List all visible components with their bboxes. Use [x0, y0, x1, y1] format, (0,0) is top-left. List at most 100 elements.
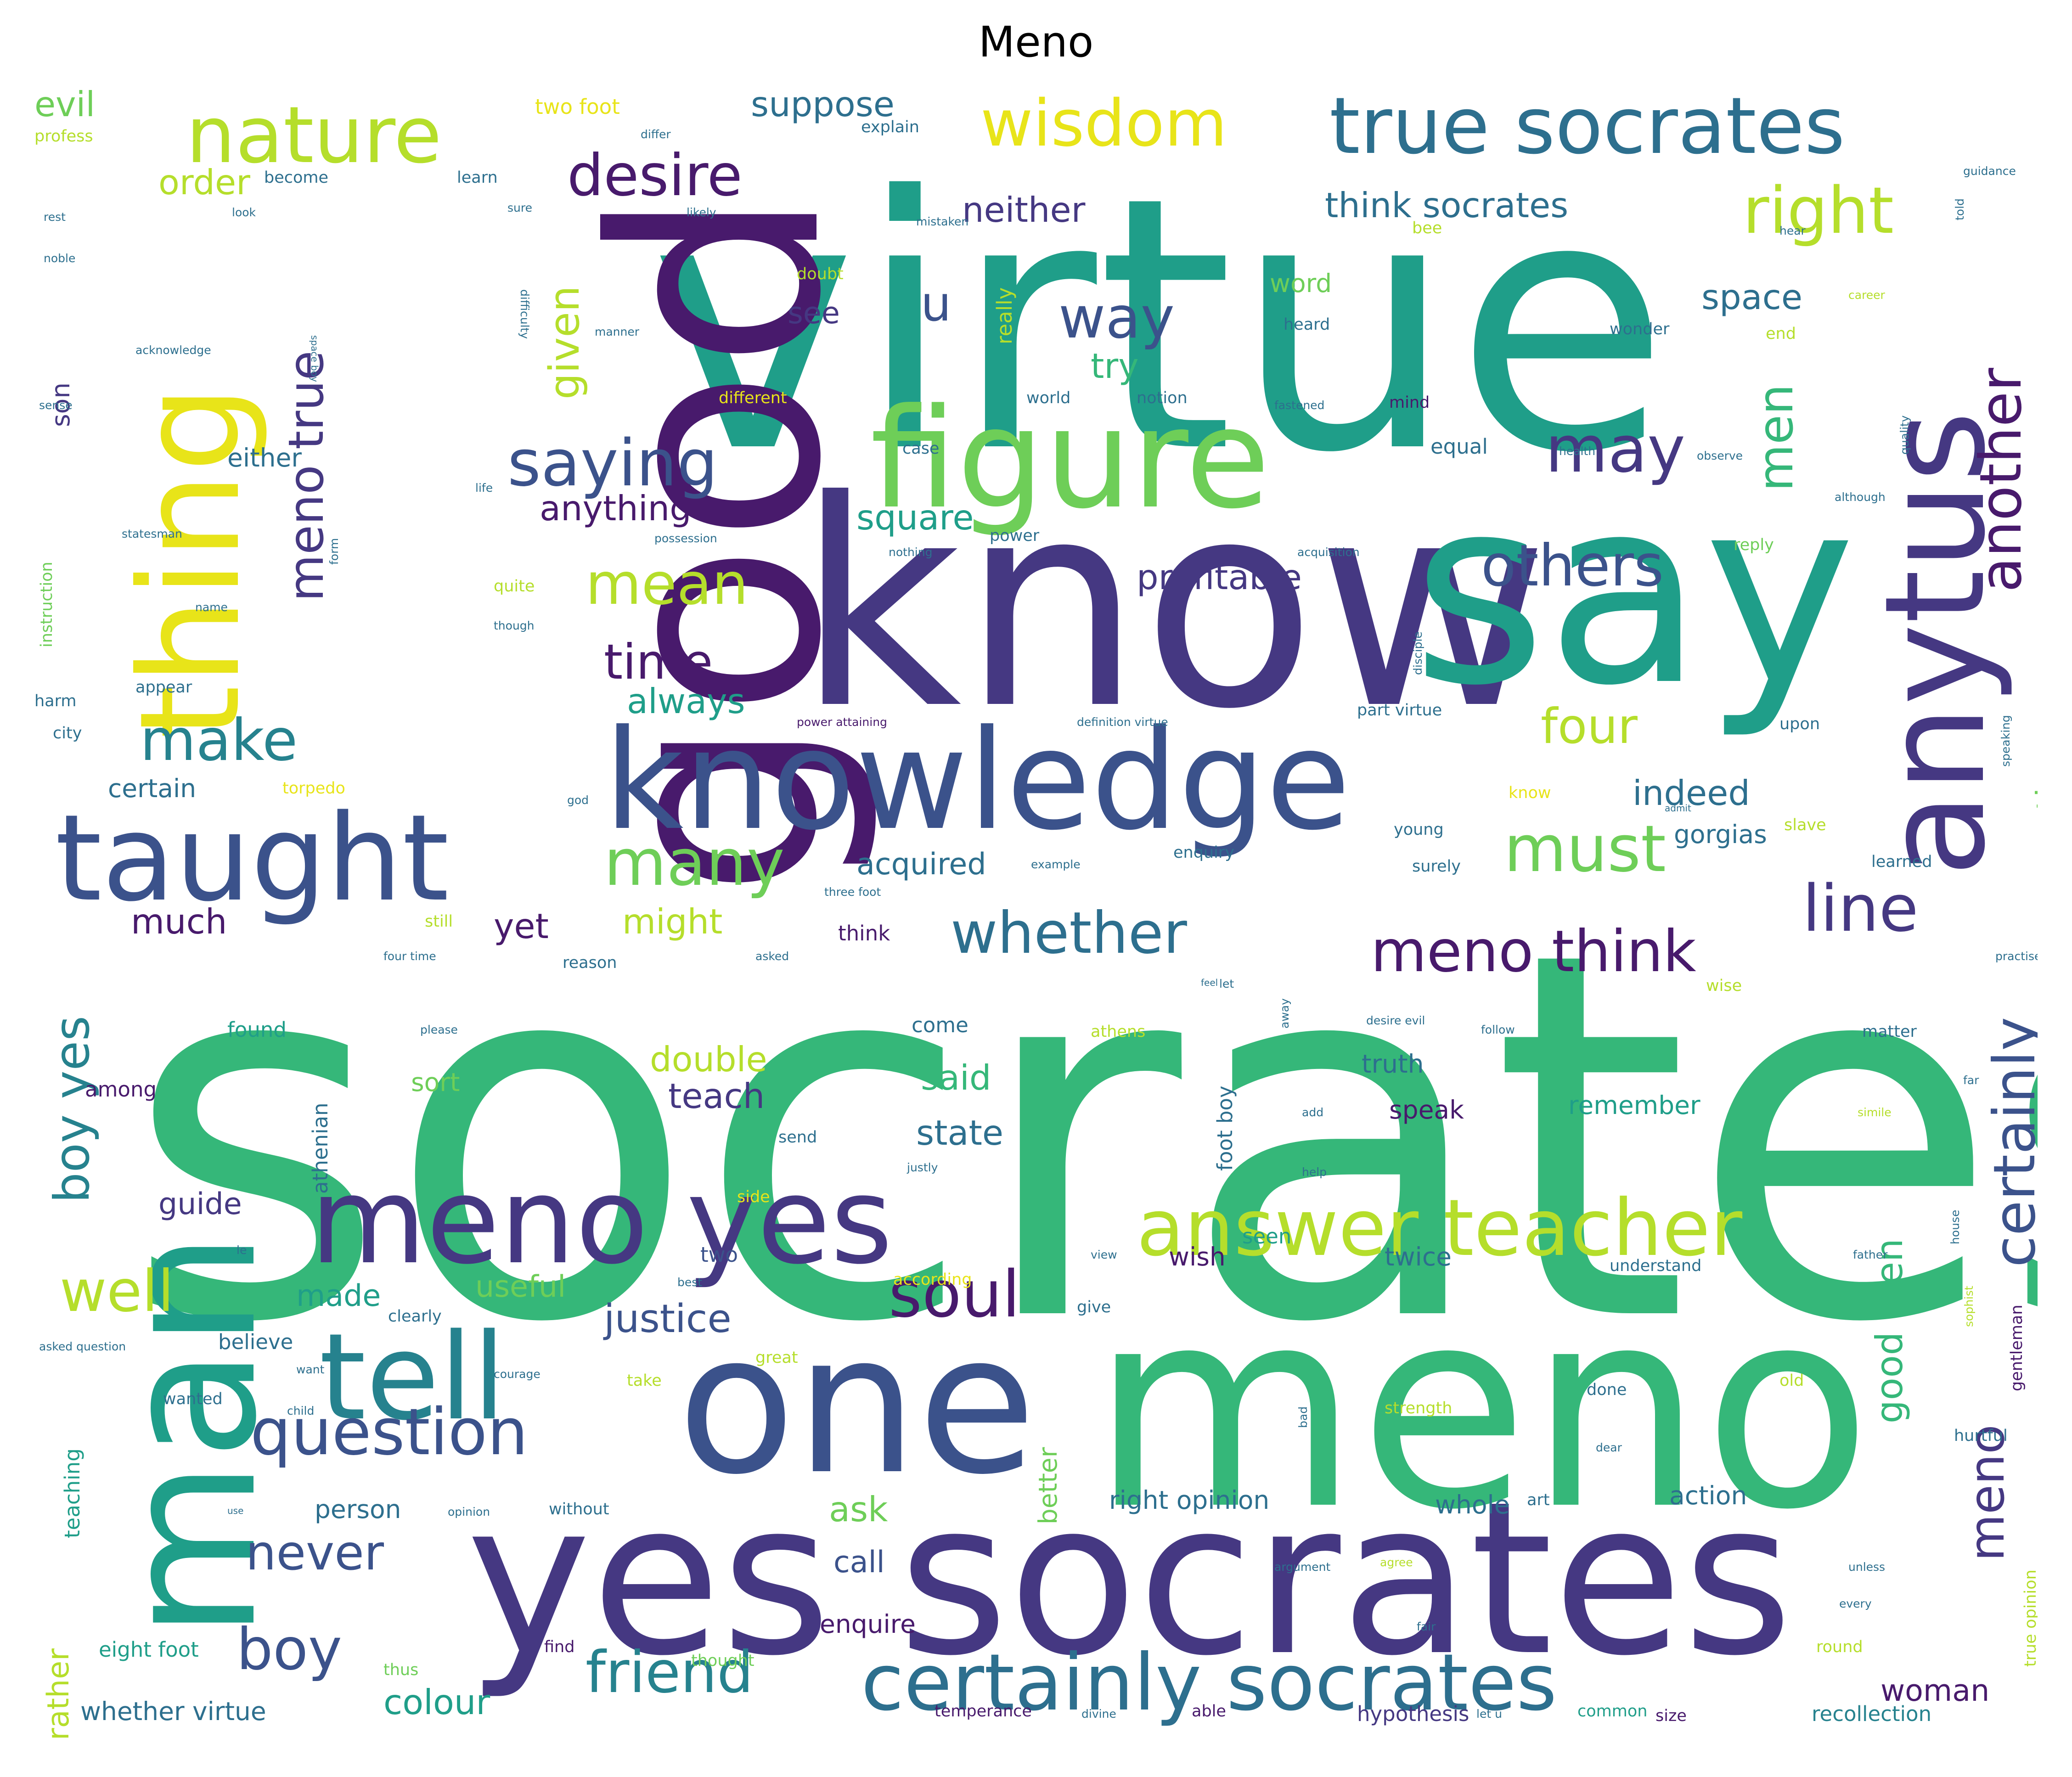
word-boy-yes: boy yes: [44, 1016, 100, 1203]
word-every: every: [1839, 1597, 1872, 1610]
word-look: look: [232, 206, 256, 219]
word-take: take: [627, 1372, 662, 1390]
word-although: although: [1835, 490, 1886, 504]
word-courage: courage: [494, 1367, 541, 1381]
word-enquiry: enquiry: [1173, 844, 1234, 862]
word-yet: yet: [494, 906, 549, 946]
word-wisdom: wisdom: [980, 86, 1227, 161]
word-indeed: indeed: [1633, 773, 1750, 813]
word-mind: mind: [1389, 394, 1430, 412]
word-profitable: profitable: [1137, 557, 1302, 597]
word-asked: asked: [755, 950, 789, 963]
word-sort: sort: [411, 1068, 460, 1097]
word-men: men: [1748, 384, 1804, 491]
word-differ: differ: [641, 128, 671, 141]
word-sense: sense: [39, 399, 73, 412]
word-word: word: [1270, 269, 1332, 298]
word-whether: whether: [951, 900, 1187, 967]
word-meno-true: meno true: [278, 350, 334, 602]
word-without: without: [549, 1500, 609, 1518]
word-remember: remember: [1568, 1091, 1700, 1120]
word-try: try: [1091, 346, 1139, 386]
word-wanted: wanted: [163, 1390, 223, 1408]
word-figure: figure: [870, 379, 1270, 539]
word-order: order: [158, 162, 250, 202]
word-power: power: [990, 527, 1040, 545]
word-child: child: [287, 1404, 315, 1417]
word-sure: sure: [507, 201, 532, 214]
word-help: help: [1302, 1165, 1327, 1179]
word-view: view: [1091, 1248, 1117, 1261]
word-nothing: nothing: [889, 545, 933, 559]
word-learn: learn: [457, 169, 498, 187]
word-state: state: [916, 1113, 1003, 1153]
word-quite: quite: [494, 577, 535, 596]
word-name: name: [195, 601, 228, 614]
word-boy: boy: [236, 1616, 342, 1683]
word-saying: saying: [507, 426, 718, 501]
word-rest: rest: [44, 210, 66, 224]
word-appear: appear: [135, 678, 192, 697]
word-feel: feel: [1201, 977, 1218, 988]
word-mean: mean: [586, 551, 749, 618]
word-sophist: sophist: [1962, 1286, 1976, 1327]
word-true-socrates: true socrates: [1329, 81, 1845, 172]
word-suppose: suppose: [751, 84, 895, 124]
word-virtue: virtue: [650, 123, 1670, 529]
word-profess: profess: [34, 127, 93, 146]
word-meno-think: meno think: [1371, 918, 1696, 985]
word-harm: harm: [34, 692, 77, 710]
word-wonder: wonder: [1610, 320, 1670, 338]
word-thus: thus: [383, 1661, 419, 1679]
word-desire-evil: desire evil: [1366, 1014, 1425, 1027]
word-quality: quality: [1898, 415, 1911, 455]
word-learned: learned: [1871, 853, 1932, 871]
word-follow: follow: [1481, 1023, 1515, 1036]
word-athens: athens: [1091, 1023, 1146, 1041]
word-disciple: disciple: [1411, 631, 1424, 675]
word-never: never: [246, 1525, 384, 1581]
word-believe: believe: [218, 1330, 293, 1354]
page-title: Meno: [978, 17, 1094, 67]
word-two: two: [700, 1243, 738, 1267]
word-desire: desire: [567, 142, 743, 209]
word-life: life: [475, 481, 493, 495]
word-guidance: guidance: [1963, 164, 2016, 178]
word-done: done: [1587, 1381, 1627, 1399]
word-practise: practise: [1995, 950, 2038, 963]
word-right-opinion: right opinion: [1109, 1485, 1270, 1515]
word-say: say: [1412, 443, 1856, 742]
word-thought: thought: [691, 1652, 754, 1670]
word-answer-teacher: answer teacher: [1137, 1183, 1743, 1274]
word-among: among: [85, 1077, 157, 1102]
word-soul: soul: [889, 1257, 1020, 1332]
word-fair: fair: [1417, 1620, 1436, 1633]
word-unless: unless: [1848, 1560, 1886, 1574]
word-teach: teach: [668, 1076, 765, 1116]
word-city: city: [53, 724, 82, 742]
word-u: u: [921, 276, 952, 332]
word-make: make: [140, 707, 298, 774]
word-neither: neither: [962, 190, 1086, 230]
word-always: always: [627, 681, 745, 721]
word-hear: hear: [1779, 224, 1806, 237]
word-think-socrates: think socrates: [1325, 185, 1569, 225]
word-better: better: [1033, 1447, 1063, 1524]
word-explain: explain: [861, 118, 919, 136]
word-speak: speak: [1389, 1095, 1464, 1125]
word-colour: colour: [383, 1682, 490, 1722]
word-bee: bee: [1412, 219, 1442, 237]
word-become: become: [264, 169, 329, 187]
word-definition-virtue: definition virtue: [1077, 715, 1168, 729]
word-good-men: good men: [1868, 1238, 1911, 1423]
word-others: others: [1481, 533, 1664, 599]
word-different: different: [719, 389, 787, 407]
word-think: think: [838, 921, 890, 945]
word-right: right: [1743, 174, 1894, 248]
word-anything: anything: [540, 488, 692, 529]
word-cloud: socrates virtue good know say meno yes s…: [34, 69, 2038, 1741]
word-true-opinion: true opinion: [2021, 1569, 2038, 1667]
word-way: way: [1059, 285, 1175, 351]
word-twice: twice: [1385, 1242, 1452, 1271]
word-three-foot: three foot: [824, 885, 881, 899]
